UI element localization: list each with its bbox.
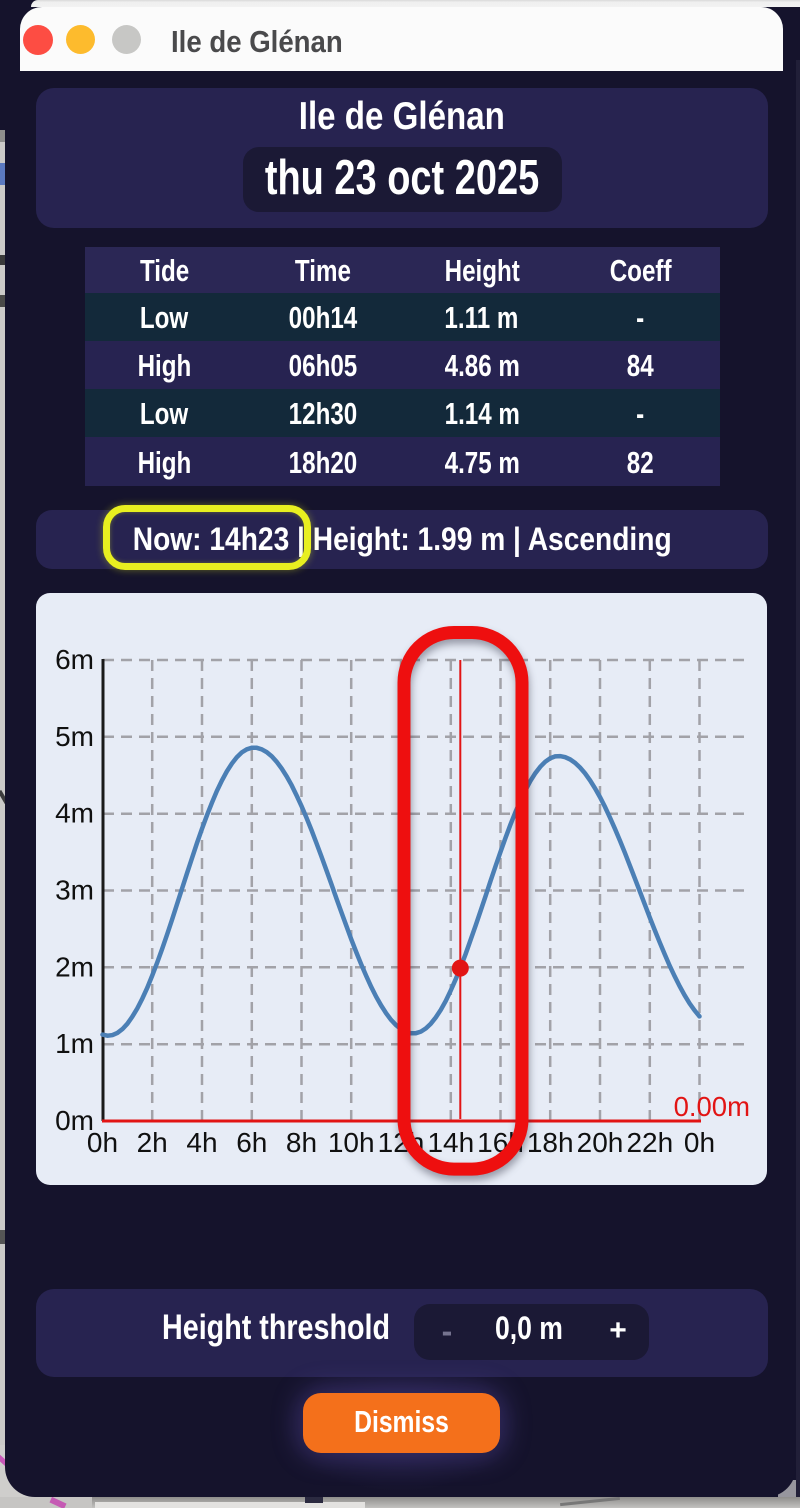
svg-text:5m: 5m <box>55 721 94 752</box>
svg-text:14h: 14h <box>427 1127 474 1158</box>
svg-text:4m: 4m <box>55 798 94 829</box>
svg-text:0h: 0h <box>87 1127 118 1158</box>
svg-text:2m: 2m <box>55 951 94 982</box>
svg-text:6m: 6m <box>55 644 94 675</box>
svg-text:22h: 22h <box>626 1127 673 1158</box>
svg-text:6h: 6h <box>236 1127 267 1158</box>
svg-text:0h: 0h <box>684 1127 715 1158</box>
svg-text:20h: 20h <box>577 1127 624 1158</box>
svg-text:18h: 18h <box>527 1127 574 1158</box>
svg-text:0m: 0m <box>55 1105 94 1136</box>
svg-text:8h: 8h <box>286 1127 317 1158</box>
svg-text:2h: 2h <box>137 1127 168 1158</box>
svg-text:0.00m: 0.00m <box>674 1091 750 1122</box>
svg-text:4h: 4h <box>186 1127 217 1158</box>
svg-text:3m: 3m <box>55 875 94 906</box>
svg-text:10h: 10h <box>328 1127 375 1158</box>
svg-text:1m: 1m <box>55 1028 94 1059</box>
